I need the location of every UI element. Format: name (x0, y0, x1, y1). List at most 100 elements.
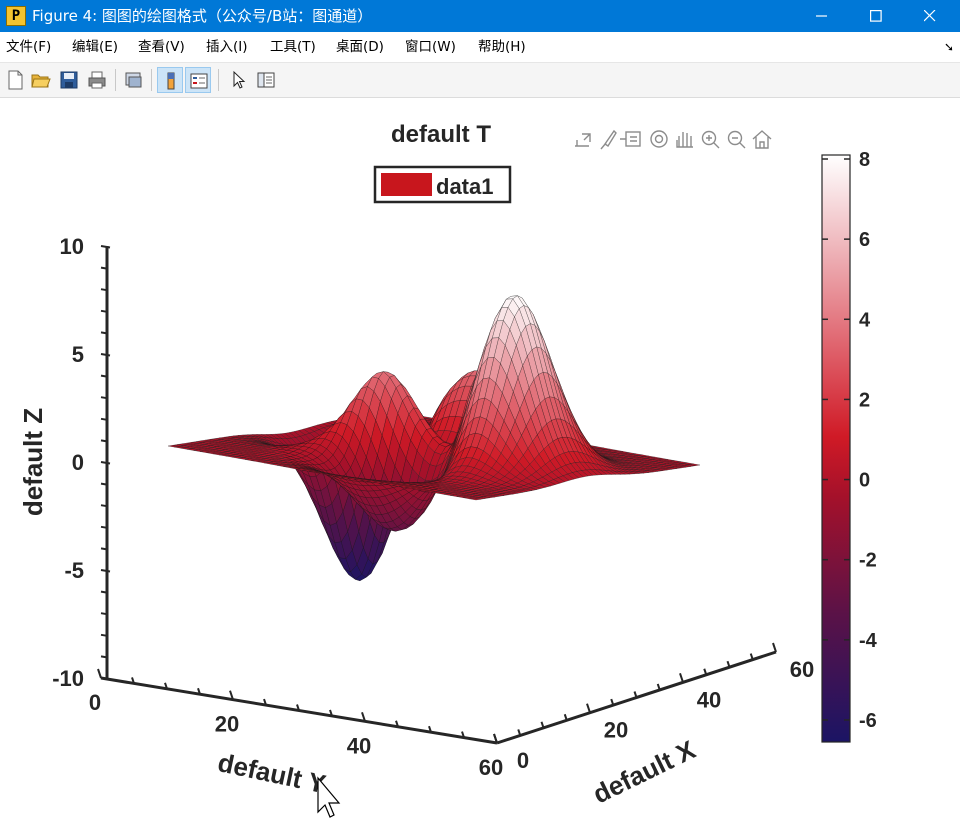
y-tick (395, 720, 399, 728)
x-tick (517, 729, 522, 736)
y-tick-label: 0 (89, 690, 101, 715)
surface-face (469, 497, 481, 501)
y-tick (428, 725, 432, 733)
colorbar-tick-label: 0 (859, 470, 870, 492)
legend-toggle-icon[interactable] (185, 67, 211, 93)
x-tick (726, 660, 731, 668)
close-icon (924, 10, 936, 22)
zoom-in-icon[interactable] (701, 130, 720, 149)
menu-window[interactable]: 窗口(W) (405, 39, 456, 55)
zoom-out-icon[interactable] (727, 130, 746, 149)
home-icon[interactable] (752, 130, 772, 149)
y-tick-label: 40 (347, 733, 371, 758)
colorbar-tick-label: 6 (859, 229, 870, 251)
app-icon: P (6, 6, 26, 26)
x-tick (540, 721, 545, 729)
colorbar-tick-label: 8 (859, 149, 870, 171)
legend-entry-data1: data1 (436, 174, 493, 199)
menu-insert[interactable]: 插入(I) (206, 39, 248, 55)
pan-icon[interactable] (676, 132, 693, 148)
pointer-icon[interactable] (226, 67, 252, 93)
x-tick (493, 733, 498, 744)
menu-desktop[interactable]: 桌面(D) (336, 39, 384, 55)
y-tick (329, 709, 333, 717)
figure-toolbar (0, 63, 960, 98)
colorbar-tick-label: 4 (859, 309, 871, 331)
z-tick (100, 309, 108, 313)
x-tick-label: 40 (697, 687, 721, 712)
colorbar-gradient (821, 154, 851, 743)
y-axis (97, 668, 498, 745)
x-tick-label: 60 (790, 657, 814, 682)
y-tick (461, 731, 465, 738)
toolbar-separator (115, 69, 116, 91)
z-tick (100, 525, 108, 529)
dock-arrow-icon[interactable]: ➘ (943, 40, 954, 54)
x-tick-label: 0 (517, 748, 529, 773)
legend-swatch (381, 173, 432, 196)
z-tick (100, 266, 108, 270)
z-tick (100, 633, 108, 637)
z-tick (100, 482, 108, 486)
z-tick-label: 10 (60, 234, 84, 259)
surface-plot[interactable] (167, 295, 701, 582)
y-tick (131, 677, 135, 684)
export-icon[interactable] (575, 133, 591, 147)
link-axes-icon[interactable] (120, 67, 146, 93)
x-tick (610, 698, 615, 706)
menu-tools[interactable]: 工具(T) (270, 39, 316, 55)
x-axis-label: default X (588, 734, 700, 809)
z-tick-label: 0 (72, 450, 84, 475)
y-tick (197, 687, 201, 695)
close-button[interactable] (906, 0, 954, 32)
z-tick (100, 374, 108, 378)
y-tick (361, 712, 366, 722)
z-tick (100, 461, 111, 465)
save-icon[interactable] (56, 67, 82, 93)
new-figure-icon[interactable] (2, 67, 28, 93)
x-axis (493, 642, 777, 745)
z-tick (100, 245, 111, 249)
menu-help[interactable]: 帮助(H) (478, 39, 526, 55)
window-title: Figure 4: 图图的绘图格式（公众号/B站：图通道） (32, 7, 373, 25)
toolbar-separator (218, 69, 219, 91)
x-tick (586, 703, 591, 713)
mouse-cursor-icon (317, 776, 341, 818)
menu-bar: 文件(F) 编辑(E) 查看(V) 插入(I) 工具(T) 桌面(D) 窗口(W… (0, 32, 960, 63)
z-tick (100, 547, 108, 551)
y-tick-label: 60 (479, 755, 503, 780)
menu-file[interactable]: 文件(F) (6, 39, 52, 55)
property-inspector-icon[interactable] (253, 67, 279, 93)
colorbar-tick-label: 2 (859, 389, 870, 411)
colorbar-tick-label: -6 (859, 710, 877, 732)
colorbar-toggle-icon[interactable] (157, 67, 183, 93)
colorbar-tick-label: -4 (859, 630, 878, 652)
x-tick (749, 653, 754, 660)
minimize-button[interactable] (798, 0, 846, 32)
legend[interactable]: data1 (373, 165, 512, 204)
y-tick (296, 704, 300, 711)
y-tick (97, 668, 102, 679)
z-tick (100, 288, 108, 292)
z-axis (100, 245, 111, 681)
rotate-3d-icon[interactable] (650, 130, 668, 148)
maximize-button[interactable] (852, 0, 900, 32)
minimize-icon (816, 15, 827, 17)
chart-title: default T (391, 121, 491, 148)
z-tick (100, 504, 108, 508)
menu-view[interactable]: 查看(V) (138, 39, 185, 55)
colorbar-tick-label: -2 (859, 550, 877, 572)
colorbar[interactable]: 8 6 4 2 0 -2 -4 -6 (821, 149, 878, 743)
menu-edit[interactable]: 编辑(E) (72, 39, 119, 55)
z-tick (100, 590, 108, 594)
x-tick (633, 691, 638, 698)
z-tick (100, 353, 111, 357)
data-tips-icon[interactable] (620, 131, 641, 147)
open-file-icon[interactable] (28, 67, 54, 93)
z-tick (100, 612, 108, 616)
brush-icon[interactable] (600, 129, 617, 150)
z-tick-label: 5 (72, 342, 84, 367)
print-icon[interactable] (84, 67, 110, 93)
toolbar-separator (151, 69, 152, 91)
